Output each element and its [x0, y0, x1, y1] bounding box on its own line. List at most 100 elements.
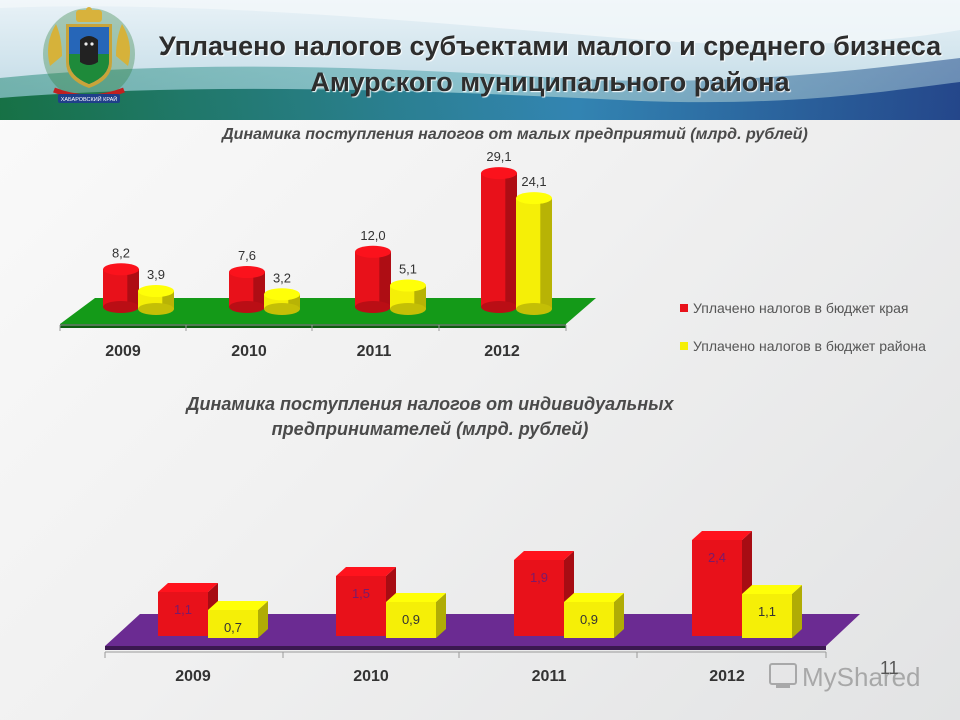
chart1-bar-yellow-2009-shade [162, 291, 174, 309]
chart1-bar-red-2009-top [103, 263, 139, 276]
chart1-bar-yellow-2010-bottom [264, 303, 300, 315]
chart2-floor-edge [105, 646, 826, 650]
chart1-bar-yellow-2010-value-label: 3,2 [273, 270, 291, 285]
legend-red-label: Уплачено налогов в бюджет края [693, 300, 909, 316]
chart1-bar-red-2011-value-label: 12,0 [360, 228, 385, 243]
chart2-bar-yellow-2012-top [742, 585, 802, 594]
chart1-bar-yellow-2012-value-label: 24,1 [521, 174, 546, 189]
chart2-bar-red-2012-value-label: 2,4 [708, 550, 726, 565]
page-number: 11 [880, 658, 899, 678]
chart1-bar-red-2012: 29,1 [481, 149, 517, 313]
chart1-bar-yellow-2012: 24,1 [516, 174, 552, 315]
chart2-bar-yellow-2009-top [208, 601, 268, 610]
chart2-bar-yellow-2009: 0,7 [208, 601, 268, 638]
chart1-bar-red-2012-top [481, 167, 517, 180]
chart1-bar-red-2010-top [229, 266, 265, 279]
legend-yellow-label: Уплачено налогов в бюджет района [693, 338, 926, 354]
legend-item-region-budget: Уплачено налогов в бюджет края [680, 299, 943, 318]
header-wave-decoration [0, 0, 960, 120]
chart1-bar-yellow-2012-bottom [516, 303, 552, 315]
chart2-bar-red-2011-front [514, 560, 564, 636]
chart1-bar-yellow-2010-shade [288, 294, 300, 309]
chart1-bar-red-2012-shade [505, 173, 517, 307]
chart1-bar-red-2011-shade [379, 251, 391, 307]
chart1-bar-red-2009-shade [127, 269, 139, 307]
chart2-bar-red-2009-top [158, 583, 218, 592]
chart1-bar-yellow-2011: 5,1 [390, 262, 426, 315]
chart2-bar-yellow-2010-value-label: 0,9 [402, 612, 420, 627]
chart2-bar-yellow-2011-front [564, 602, 614, 638]
chart1-bar-yellow-2012-shade [540, 198, 552, 309]
chart1-bar-red-2010: 7,6 [229, 248, 265, 313]
emblem-caption: ХАБАРОВСКИЙ КРАЙ [61, 95, 118, 103]
chart2-bar-red-2012-top [692, 531, 752, 540]
chart1-bar-red-2010-shade [253, 272, 265, 307]
chart1-bar-red-2010-bottom [229, 301, 265, 313]
legend-item-district-budget: Уплачено налогов в бюджет района [680, 337, 943, 356]
chart1-bar-yellow-2012-top [516, 192, 552, 205]
chart2-bar-yellow-2010: 0,9 [386, 593, 446, 638]
chart2-bar-red-2012: 2,4 [692, 531, 752, 636]
chart1-bar-yellow-2009-top [138, 285, 174, 298]
legend-red-swatch [680, 304, 688, 312]
chart2-bar-red-2010-value-label: 1,5 [352, 586, 370, 601]
chart1-bar-red-2011-bottom [355, 301, 391, 313]
chart2-bar-red-2012-front [692, 540, 742, 636]
chart2-bar-yellow-2011-top [564, 593, 624, 602]
chart2-bar-red-2009-value-label: 1,1 [174, 602, 192, 617]
chart2-bar-yellow-2011-value-label: 0,9 [580, 612, 598, 627]
chart2-bar-yellow-2009-side [258, 601, 268, 638]
chart2-bar-yellow-2012: 1,1 [742, 585, 802, 638]
chart1-bar-red-2012-bottom [481, 301, 517, 313]
chart2-bar-yellow-2009-front [208, 610, 258, 638]
watermark-text: MyShared [802, 662, 921, 692]
chart1-bar-yellow-2010-top [264, 288, 300, 301]
watermark-logo: MyShared [769, 662, 921, 692]
chart1-category-label-2010: 2010 [231, 343, 267, 360]
chart1-bar-red-2010-value-label: 7,6 [238, 248, 256, 263]
chart1-category-label-2009: 2009 [105, 343, 141, 360]
chart1-bar-red-2011-top [355, 245, 391, 258]
chart1-bar-red-2012-value-label: 29,1 [486, 149, 511, 164]
chart2-bar-red-2011-top [514, 551, 574, 560]
chart1-bar-red-2009: 8,2 [103, 245, 139, 313]
chart1-bar-yellow-2011-shade [414, 285, 426, 309]
chart1-title: Динамика поступления налогов от малых пр… [222, 126, 808, 143]
chart2-title: Динамика поступления налогов от индивиду… [186, 394, 674, 439]
header-banner: ХАБАРОВСКИЙ КРАЙ Уплачено налогов субъек… [0, 0, 960, 120]
chart2-category-label-2010: 2010 [353, 668, 389, 685]
chart1-bar-yellow-2009-bottom [138, 303, 174, 315]
chart1-bar-yellow-2010: 3,2 [264, 270, 300, 315]
chart1-bar-yellow-2011-top [390, 279, 426, 292]
chart2-bar-yellow-2011-side [614, 593, 624, 638]
page-title: Уплачено налогов субъектами малого и сре… [158, 31, 942, 97]
chart1-bar-yellow-2011-value-label: 5,1 [399, 262, 417, 277]
chart2-bar-yellow-2009-value-label: 0,7 [224, 620, 242, 635]
chart2-bar-red-2011-value-label: 1,9 [530, 570, 548, 585]
chart2-category-label-2009: 2009 [175, 668, 211, 685]
chart1-bar-yellow-2009-value-label: 3,9 [147, 267, 165, 282]
chart2-bar-yellow-2010-top [386, 593, 446, 602]
chart1-bar-red-2009-bottom [103, 301, 139, 313]
chart2-bar-yellow-2012-front [742, 594, 792, 638]
chart1-bar-red-2009-value-label: 8,2 [112, 245, 130, 260]
chart1-category-label-2011: 2011 [357, 343, 392, 360]
chart2-bar-red-2009-front [158, 592, 208, 636]
khabarovsk-emblem-icon: ХАБАРОВСКИЙ КРАЙ [43, 7, 135, 103]
legend-yellow-swatch [680, 342, 688, 350]
chart2-bar-red-2009: 1,1 [158, 583, 218, 636]
chart1-bar-yellow-2011-bottom [390, 303, 426, 315]
chart2-category-label-2011: 2011 [532, 668, 567, 685]
chart2-bar-yellow-2012-side [792, 585, 802, 638]
chart2-bar-yellow-2010-front [386, 602, 436, 638]
chart1-bar-red-2011: 12,0 [355, 228, 391, 313]
chart1-bar-yellow-2009: 3,9 [138, 267, 174, 315]
chart2-bar-yellow-2011: 0,9 [564, 593, 624, 638]
chart2-bar-red-2010-top [336, 567, 396, 576]
chart2-floor [105, 614, 860, 646]
chart2-bar-yellow-2012-value-label: 1,1 [758, 604, 776, 619]
chart2-category-label-2012: 2012 [709, 668, 745, 685]
chart1-floor [60, 298, 596, 324]
